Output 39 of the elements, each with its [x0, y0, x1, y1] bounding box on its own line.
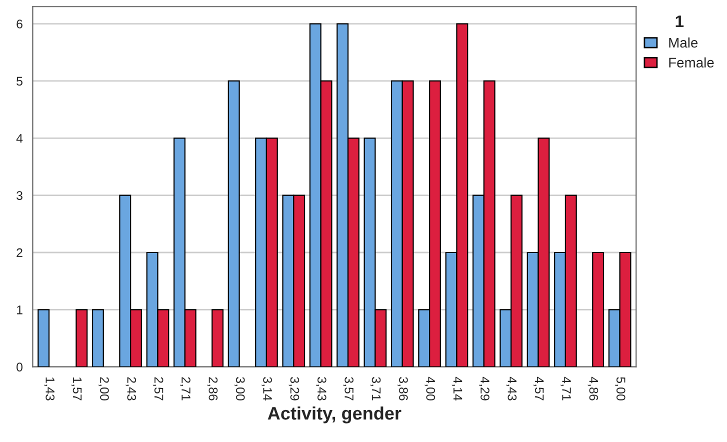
bar	[38, 309, 50, 367]
x-tick-label: 4,57	[533, 376, 544, 400]
x-axis-title: Activity, gender	[268, 406, 402, 424]
x-tick-label: 4,43	[506, 376, 517, 400]
x-tick-label: 4,14	[452, 376, 462, 401]
x-tick-label: 4,86	[588, 376, 598, 400]
y-tick-label: 1	[16, 306, 22, 314]
x-tick-label: 2,43	[126, 377, 136, 400]
x-tick-label: 1,43	[44, 378, 55, 400]
x-tick-label: 3,86	[398, 377, 408, 400]
x-tick-label: 3,43	[316, 377, 326, 400]
y-tick-label: 5	[16, 76, 22, 86]
y-tick-label: 4	[16, 134, 23, 143]
x-tick-label: 4,71	[560, 376, 571, 400]
legend-label: Male	[669, 37, 698, 48]
y-tick-label: 3	[16, 191, 22, 200]
legend-title: 1	[676, 16, 684, 28]
x-tick-label: 3,57	[343, 377, 354, 400]
x-tick-label: 2,00	[98, 377, 109, 400]
bar	[592, 252, 604, 367]
x-tick-label: 2,71	[180, 377, 190, 400]
x-tick-label: 3,14	[262, 377, 272, 401]
x-tick-label: 5,00	[614, 377, 626, 400]
x-tick-label: 3,71	[370, 377, 381, 400]
legend-label: Female	[669, 57, 714, 68]
y-tick-label: 2	[16, 248, 22, 258]
x-tick-label: 4,29	[479, 376, 490, 400]
y-tick-label: 0	[16, 362, 23, 372]
x-tick-label: 3,00	[234, 377, 245, 400]
x-tick-label: 2,57	[152, 377, 164, 400]
y-tick-label: 6	[16, 20, 22, 28]
x-tick-label: 3,29	[288, 377, 300, 400]
bar	[212, 309, 224, 367]
bar	[92, 309, 104, 367]
x-tick-label: 1,57	[71, 378, 82, 400]
x-tick-label: 4,00	[424, 376, 436, 400]
bar	[76, 309, 88, 367]
bar	[228, 80, 240, 367]
x-tick-label: 2,86	[207, 377, 218, 400]
